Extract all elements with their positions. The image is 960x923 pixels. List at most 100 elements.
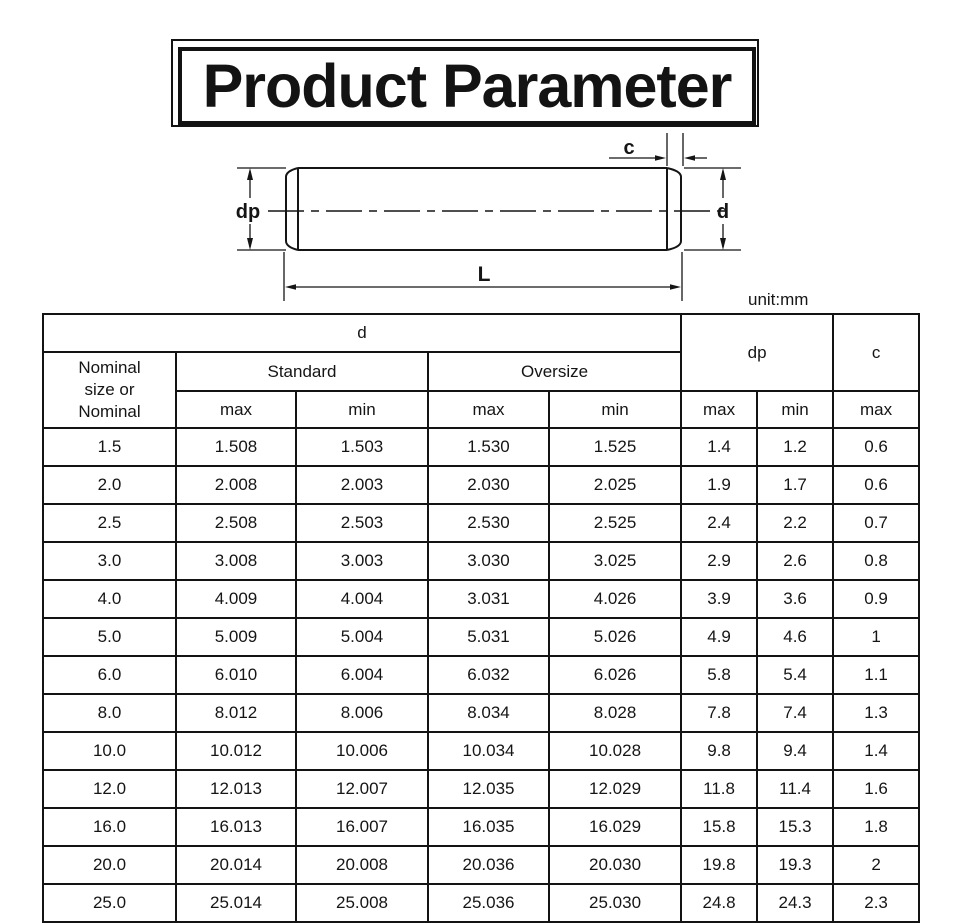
value-cell: 3.9 xyxy=(680,579,759,619)
value-cell: 24.8 xyxy=(680,883,759,923)
nominal-size-header: Nominal size or Nominal xyxy=(42,351,177,429)
value-cell: 0.6 xyxy=(832,465,921,505)
table-row: 4.0 4.009 4.004 3.031 4.026 3.9 3.6 0.9 xyxy=(42,579,921,619)
value-cell: 6.004 xyxy=(295,655,429,695)
value-cell: 4.6 xyxy=(756,617,835,657)
value-cell: 1.7 xyxy=(756,465,835,505)
value-cell: 20.036 xyxy=(427,845,550,885)
oversize-header: Oversize xyxy=(426,351,683,392)
value-cell: 8.034 xyxy=(427,693,550,733)
header-row-1: d dp c xyxy=(41,313,921,392)
value-cell: 3.025 xyxy=(547,541,683,581)
extension-lines xyxy=(237,133,741,301)
title-frame-outer xyxy=(171,39,759,127)
value-cell: 2.525 xyxy=(547,503,683,543)
value-cell: 8.012 xyxy=(175,693,297,733)
value-cell: 0.9 xyxy=(832,579,921,619)
nominal-size-cell: 16.0 xyxy=(42,807,177,847)
value-cell: 5.004 xyxy=(295,617,429,657)
nominal-size-cell: 2.0 xyxy=(42,465,177,505)
value-cell: 2 xyxy=(832,845,921,885)
value-cell: 0.7 xyxy=(832,503,921,543)
dimension-arrowheads xyxy=(247,155,726,290)
value-cell: 4.9 xyxy=(680,617,759,657)
value-cell: 1.503 xyxy=(295,427,429,467)
table-row: 10.0 10.012 10.006 10.034 10.028 9.8 9.4 1.4 xyxy=(42,731,921,771)
value-cell: 5.026 xyxy=(547,617,683,657)
table-row: 25.0 25.014 25.008 25.036 25.030 24.8 24.3 2.3 xyxy=(42,883,921,923)
value-cell: 10.028 xyxy=(547,731,683,771)
dp-max-header: max xyxy=(680,390,759,429)
value-cell: 15.8 xyxy=(680,807,759,847)
nominal-size-cell: 6.0 xyxy=(42,655,177,695)
nominal-size-cell: 3.0 xyxy=(42,541,177,581)
value-cell: 7.8 xyxy=(680,693,759,733)
value-cell: 16.035 xyxy=(427,807,550,847)
l-dimension-label: L xyxy=(478,263,491,286)
nominal-size-cell: 12.0 xyxy=(42,769,177,809)
table-row: 20.0 20.014 20.008 20.036 20.030 19.8 19.3 2 xyxy=(42,845,921,885)
value-cell: 19.3 xyxy=(756,845,835,885)
standard-max-header: max xyxy=(175,390,297,429)
header-row-2: Nominal size or Nominal Standard Oversiz… xyxy=(42,351,919,429)
table-row: 6.0 6.010 6.004 6.032 6.026 5.8 5.4 1.1 xyxy=(42,655,921,695)
value-cell: 16.013 xyxy=(175,807,297,847)
standard-min-header: min xyxy=(295,390,429,429)
header-row-3: max min max min max min max xyxy=(43,390,921,429)
value-cell: 2.4 xyxy=(680,503,759,543)
value-cell: 2.508 xyxy=(175,503,297,543)
oversize-max-header: max xyxy=(427,390,550,429)
value-cell: 25.014 xyxy=(175,883,297,923)
value-cell: 3.031 xyxy=(427,579,550,619)
value-cell: 3.6 xyxy=(756,579,835,619)
c-dimension-label: c xyxy=(623,137,634,159)
value-cell: 20.014 xyxy=(175,845,297,885)
value-cell: 1.2 xyxy=(756,427,835,467)
value-cell: 2.530 xyxy=(427,503,550,543)
value-cell: 0.6 xyxy=(832,427,921,467)
table-row: 8.0 8.012 8.006 8.034 8.028 7.8 7.4 1.3 xyxy=(42,693,921,733)
value-cell: 2.3 xyxy=(832,883,921,923)
value-cell: 10.034 xyxy=(427,731,550,771)
value-cell: 12.007 xyxy=(295,769,429,809)
value-cell: 5.4 xyxy=(756,655,835,695)
value-cell: 5.8 xyxy=(680,655,759,695)
value-cell: 1.9 xyxy=(680,465,759,505)
title-frame-inner: Product Parameter xyxy=(178,47,756,125)
value-cell: 12.013 xyxy=(175,769,297,809)
table-row: 12.0 12.013 12.007 12.035 12.029 11.8 11.4 1.6 xyxy=(42,769,921,809)
dp-min-header: min xyxy=(756,390,835,429)
value-cell: 1.4 xyxy=(832,731,921,771)
nominal-size-cell: 8.0 xyxy=(42,693,177,733)
value-cell: 25.008 xyxy=(295,883,429,923)
nominal-size-cell: 5.0 xyxy=(42,617,177,657)
value-cell: 16.007 xyxy=(295,807,429,847)
nominal-size-cell: 10.0 xyxy=(42,731,177,771)
value-cell: 1.8 xyxy=(832,807,921,847)
value-cell: 10.012 xyxy=(175,731,297,771)
spec-table-container: d dp c Nominal size or Nominal Standard … xyxy=(41,313,921,923)
nominal-size-cell: 1.5 xyxy=(42,427,177,467)
value-cell: 6.026 xyxy=(547,655,683,695)
c-group-header: c xyxy=(832,313,921,392)
table-row: 2.0 2.008 2.003 2.030 2.025 1.9 1.7 0.6 xyxy=(42,465,921,505)
value-cell: 20.030 xyxy=(547,845,683,885)
value-cell: 5.031 xyxy=(427,617,550,657)
value-cell: 1.525 xyxy=(547,427,683,467)
unit-note: unit:mm xyxy=(748,290,809,309)
value-cell: 25.036 xyxy=(427,883,550,923)
pin-technical-drawing: dp d c L xyxy=(236,133,741,301)
value-cell: 10.006 xyxy=(295,731,429,771)
value-cell: 2.6 xyxy=(756,541,835,581)
value-cell: 25.030 xyxy=(547,883,683,923)
value-cell: 2.030 xyxy=(427,465,550,505)
nominal-size-cell: 20.0 xyxy=(42,845,177,885)
spec-table-body: 1.5 1.508 1.503 1.530 1.525 1.4 1.2 0.6 2.0 2.008… xyxy=(42,427,921,923)
table-row: 16.0 16.013 16.007 16.035 16.029 15.8 15.3 1.8 xyxy=(42,807,921,847)
d-dimension-label: d xyxy=(717,201,729,223)
value-cell: 20.008 xyxy=(295,845,429,885)
d-group-header: d xyxy=(41,313,683,353)
value-cell: 2.503 xyxy=(295,503,429,543)
value-cell: 3.030 xyxy=(427,541,550,581)
nominal-size-cell: 2.5 xyxy=(42,503,177,543)
